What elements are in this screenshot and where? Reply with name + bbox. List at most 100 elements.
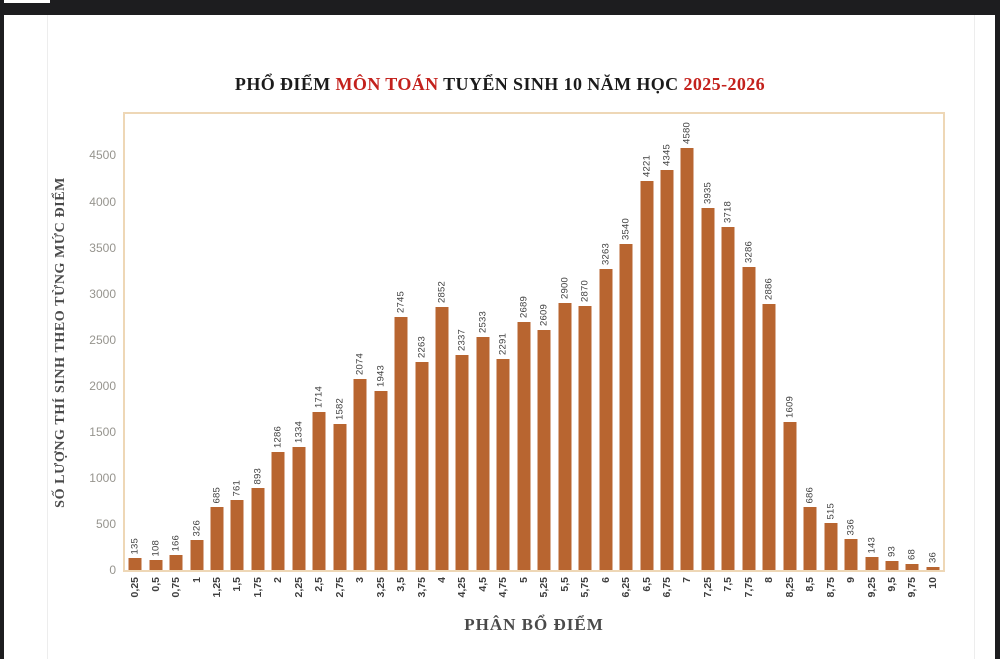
bars-container: 135 108 166 326 685 761 893 1286 1334 1714 1582 207… [125, 114, 943, 570]
x-tick-label: 3,75 [415, 577, 428, 598]
x-tick-cell: 8,5 [800, 577, 820, 613]
bar [537, 330, 551, 570]
bar-value-label: 2263 [416, 336, 428, 358]
bar-slot: 4345 [657, 114, 677, 570]
bar-value-label: 336 [845, 518, 857, 535]
bar [496, 359, 510, 570]
x-tick-cell: 8 [759, 577, 779, 613]
x-tick-cell: 4,25 [452, 577, 472, 613]
x-tick-cell: 1,25 [207, 577, 227, 613]
right-edge-strip [995, 0, 1000, 659]
bar-value-label: 2689 [518, 296, 530, 318]
bar-value-label: 515 [825, 502, 837, 519]
bar [374, 391, 388, 570]
x-tick-label: 6 [599, 577, 612, 583]
bar [251, 488, 265, 570]
x-tick-label: 9,5 [885, 577, 898, 592]
y-tick-label: 0 [109, 563, 116, 577]
x-tick-cell: 3 [350, 577, 370, 613]
x-tick-label: 4,25 [456, 577, 469, 598]
bar [680, 148, 694, 570]
x-tick-cell: 1,5 [227, 577, 247, 613]
bar-slot: 1943 [370, 114, 390, 570]
bar [824, 523, 838, 570]
x-tick-label: 7,5 [722, 577, 735, 592]
bar [394, 317, 408, 570]
y-tick-label: 2000 [89, 378, 116, 393]
bar-slot: 2689 [514, 114, 534, 570]
bar-value-label: 1943 [375, 365, 387, 387]
x-tick-cell: 9,75 [902, 577, 922, 613]
bar-slot: 2870 [575, 114, 595, 570]
bar-value-label: 108 [150, 539, 162, 556]
x-tick-label: 4 [436, 577, 449, 583]
x-tick-cell: 1,75 [248, 577, 268, 613]
bar [844, 539, 858, 570]
bar-value-label: 1609 [784, 396, 796, 418]
bar-value-label: 326 [191, 519, 203, 536]
bar-slot: 3540 [616, 114, 636, 570]
bar-value-label: 68 [906, 549, 918, 560]
x-tick-cell: 6,25 [616, 577, 636, 613]
bar-value-label: 143 [866, 536, 878, 553]
plot-area: 135 108 166 326 685 761 893 1286 1334 1714 1582 207… [123, 112, 945, 572]
bar [128, 558, 142, 570]
bar-slot: 143 [861, 114, 881, 570]
bar-slot: 68 [902, 114, 922, 570]
x-tick-label: 7 [681, 577, 694, 583]
x-tick-label: 0,75 [170, 577, 183, 598]
x-tick-cell: 7,75 [739, 577, 759, 613]
bar-value-label: 2870 [579, 280, 591, 302]
x-tick-cell: 7,25 [698, 577, 718, 613]
bar-slot: 166 [166, 114, 186, 570]
x-tick-cell: 4 [432, 577, 452, 613]
x-tick-label: 1,25 [211, 577, 224, 598]
bar-value-label: 2609 [538, 304, 550, 326]
x-tick-cell: 6,5 [636, 577, 656, 613]
bar-slot: 893 [248, 114, 268, 570]
bar [435, 307, 449, 570]
bar-slot: 4580 [677, 114, 697, 570]
x-tick-cell: 0,25 [125, 577, 145, 613]
x-tick-cell: 6,75 [657, 577, 677, 613]
bar [169, 555, 183, 570]
bar-value-label: 3935 [702, 182, 714, 204]
bar [476, 337, 490, 570]
x-tick-label: 5 [517, 577, 530, 583]
bar [742, 267, 756, 570]
x-tick-cell: 7 [677, 577, 697, 613]
bar [333, 424, 347, 570]
window-top-bar [50, 0, 1000, 15]
x-tick-cell: 9 [841, 577, 861, 613]
bar-value-label: 893 [252, 467, 264, 484]
x-tick-cell: 3,75 [411, 577, 431, 613]
bar-slot: 2886 [759, 114, 779, 570]
y-tick-label: 3500 [89, 240, 116, 255]
bar-value-label: 2852 [436, 281, 448, 303]
x-tick-label: 5,25 [538, 577, 551, 598]
bar-value-label: 3540 [620, 218, 632, 240]
bar [905, 564, 919, 570]
x-tick-label: 8 [763, 577, 776, 583]
bar [599, 269, 613, 570]
bar-slot: 336 [841, 114, 861, 570]
bar-value-label: 36 [927, 552, 939, 563]
bar [660, 170, 674, 570]
bar-value-label: 1714 [313, 386, 325, 408]
bar-value-label: 2337 [456, 329, 468, 351]
bar-slot: 93 [882, 114, 902, 570]
x-tick-label: 3,5 [395, 577, 408, 592]
bar [455, 355, 469, 570]
y-axis-title-text: SỐ LƯỢNG THÍ SINH THEO TỪNG MỨC ĐIỂM [53, 176, 68, 508]
x-tick-label: 9,25 [865, 577, 878, 598]
bar-value-label: 135 [129, 537, 141, 554]
bar [558, 303, 572, 570]
x-tick-label: 2 [272, 577, 285, 583]
bar-slot: 2337 [452, 114, 472, 570]
bar [353, 379, 367, 570]
bar [803, 507, 817, 570]
x-tick-cell: 2 [268, 577, 288, 613]
bar-slot: 135 [125, 114, 145, 570]
bar [885, 561, 899, 570]
bar-value-label: 686 [804, 486, 816, 503]
